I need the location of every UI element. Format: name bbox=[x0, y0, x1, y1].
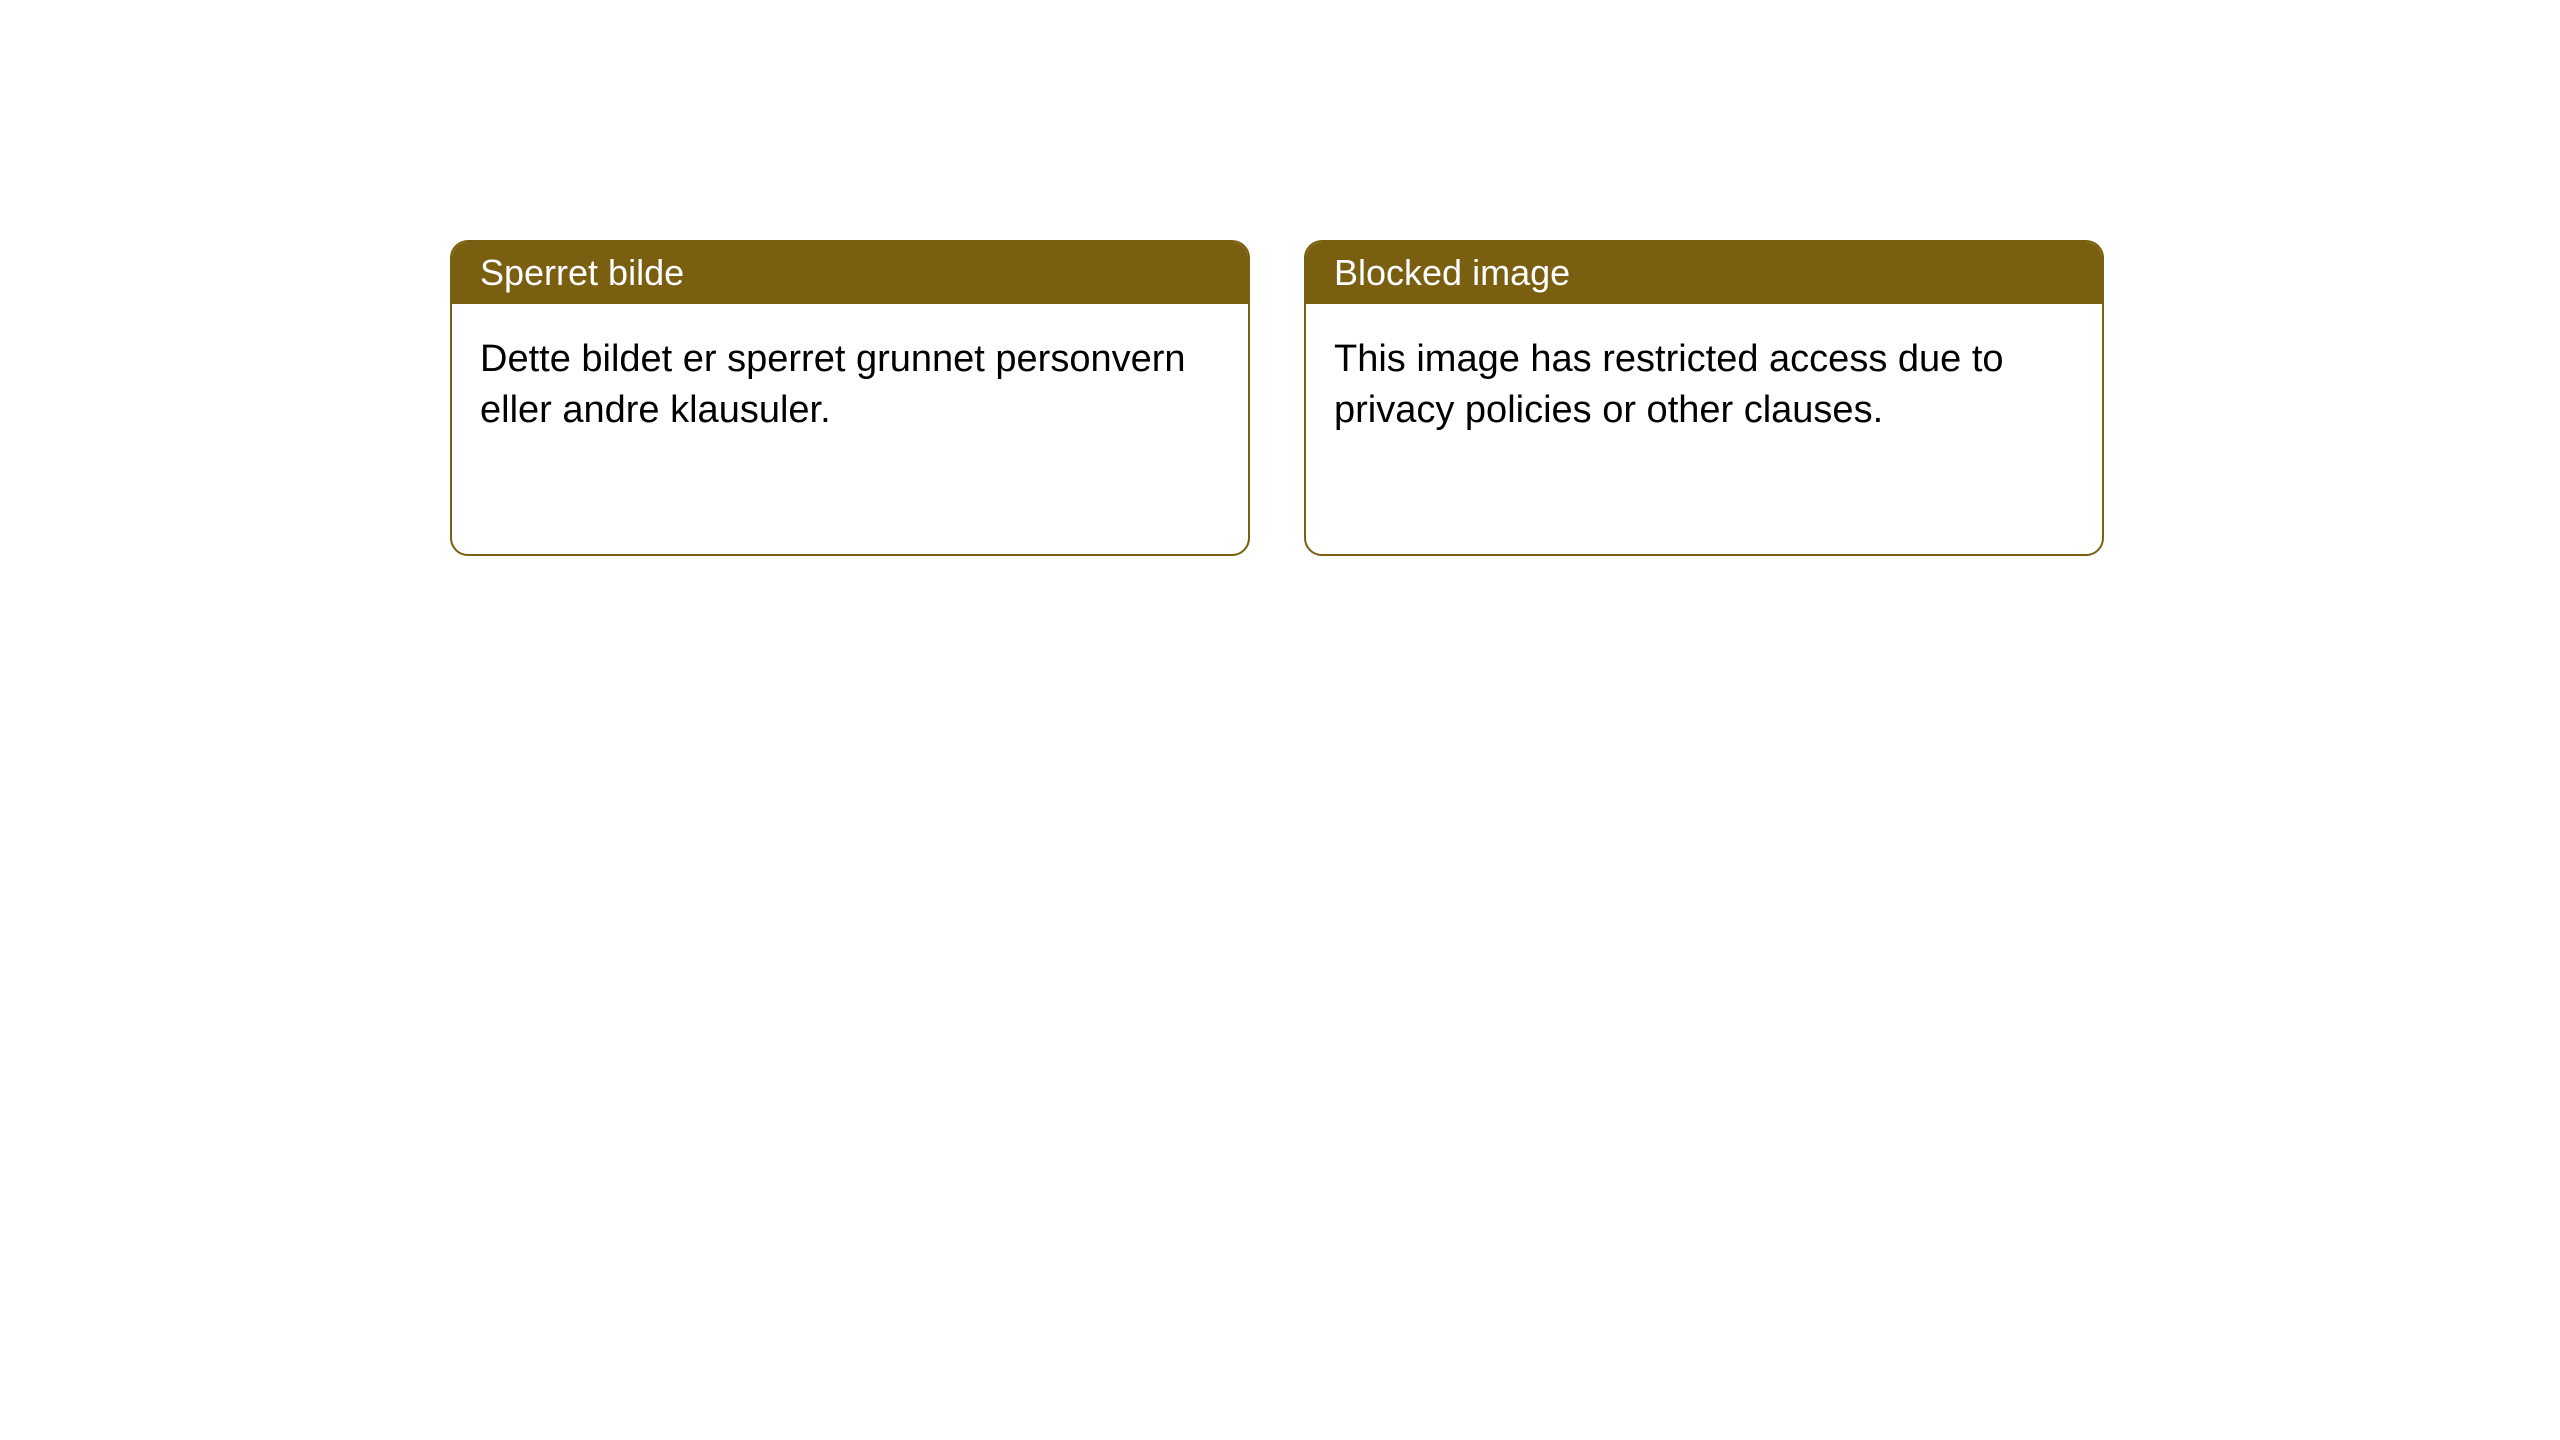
notice-card-norwegian: Sperret bilde Dette bildet er sperret gr… bbox=[450, 240, 1250, 556]
card-title: Blocked image bbox=[1334, 252, 1570, 293]
card-title: Sperret bilde bbox=[480, 252, 684, 293]
card-body-text: Dette bildet er sperret grunnet personve… bbox=[480, 338, 1186, 431]
notice-card-english: Blocked image This image has restricted … bbox=[1304, 240, 2104, 556]
card-body-text: This image has restricted access due to … bbox=[1334, 338, 2004, 431]
card-body: This image has restricted access due to … bbox=[1306, 304, 2102, 554]
card-body: Dette bildet er sperret grunnet personve… bbox=[452, 304, 1248, 554]
card-header: Blocked image bbox=[1306, 242, 2102, 304]
notice-cards-container: Sperret bilde Dette bildet er sperret gr… bbox=[450, 240, 2104, 556]
card-header: Sperret bilde bbox=[452, 242, 1248, 304]
